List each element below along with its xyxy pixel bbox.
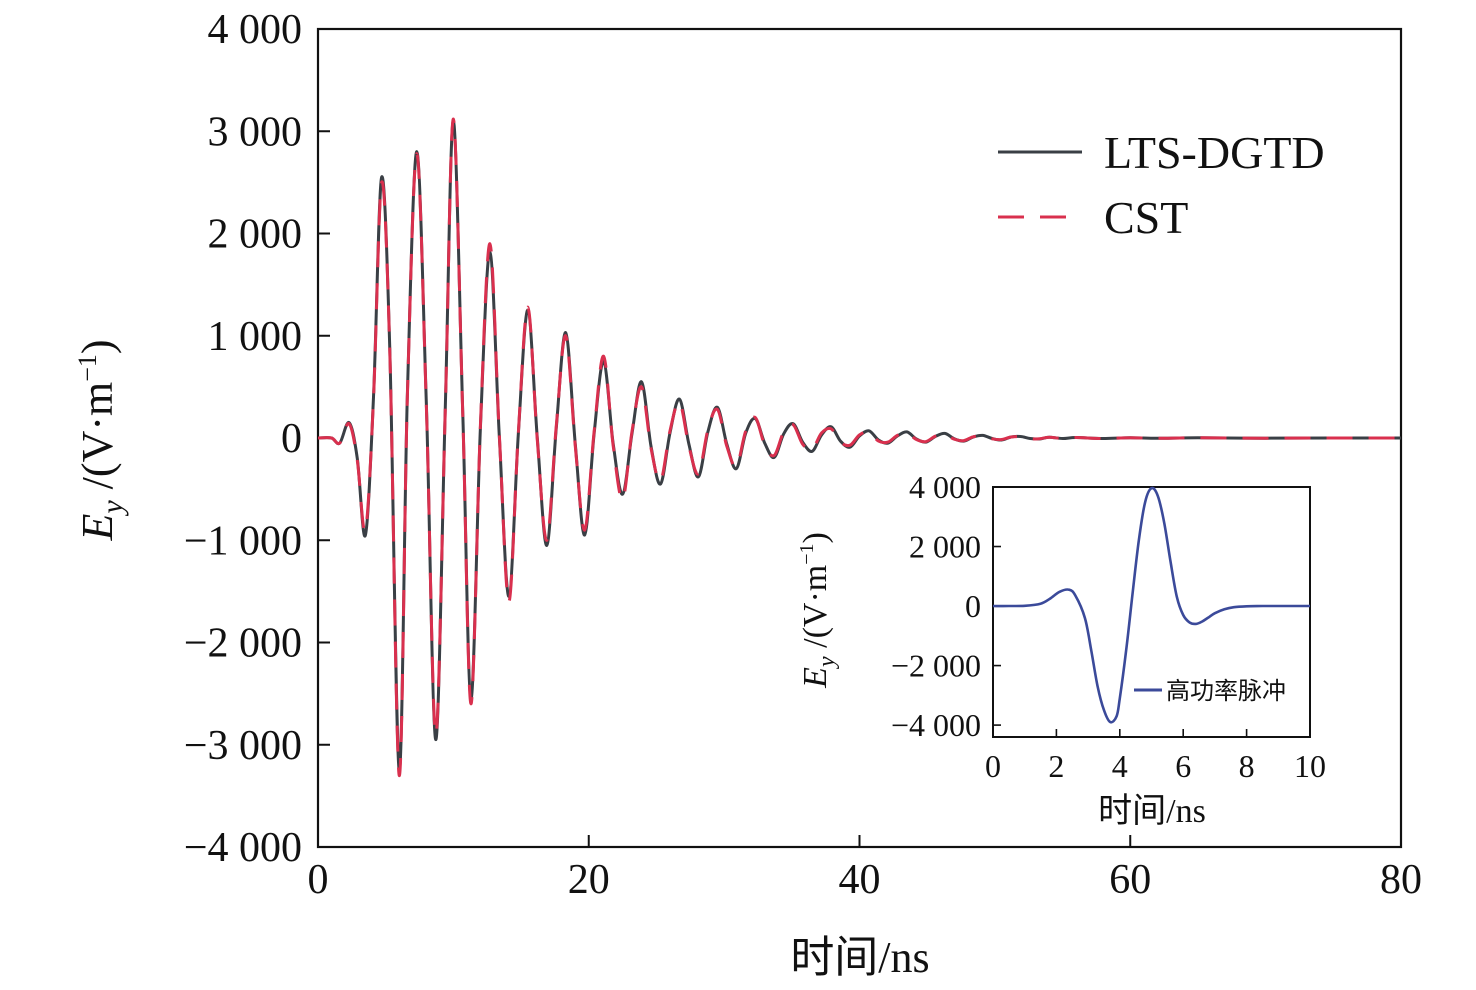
inset-y-axis-title-close: ) xyxy=(797,532,834,543)
main-y-axis-title-unit: /(V·m xyxy=(73,382,122,501)
main-x-tick-label: 80 xyxy=(1380,857,1422,903)
main-x-axis: 0 20 40 60 80 xyxy=(308,835,1422,903)
inset-y-tick-label: 0 xyxy=(965,588,981,624)
legend-label-cst: CST xyxy=(1104,192,1188,243)
inset-y-axis-title: Ey /(V·m−1) xyxy=(796,532,840,689)
main-y-tick-label: −3 000 xyxy=(184,723,302,769)
main-x-tick-label: 40 xyxy=(839,857,881,903)
inset-y-tick-label: 4 000 xyxy=(909,469,981,505)
main-series-line-cst xyxy=(317,117,1401,777)
main-y-tick-label: 4 000 xyxy=(208,7,303,53)
main-y-tick-label: 3 000 xyxy=(208,109,303,155)
inset-y-axis-title-sub: y xyxy=(814,656,840,669)
inset-legend-label: 高功率脉冲 xyxy=(1166,677,1286,705)
main-y-axis-title-close: ) xyxy=(73,339,122,354)
main-y-tick-label: 2 000 xyxy=(208,212,303,258)
inset-series-group xyxy=(992,486,1310,724)
main-y-axis-title-var: E xyxy=(73,514,122,542)
main-x-tick-label: 0 xyxy=(308,857,329,903)
inset-plot: 4 000 2 000 0 −2 000 −4 000 0 2 4 6 8 10 时间/ns Ey… xyxy=(796,469,1326,830)
main-x-axis-title: 时间/ns xyxy=(790,933,929,982)
main-y-tick-label: −2 000 xyxy=(184,621,302,667)
main-legend: LTS-DGTD CST xyxy=(998,127,1325,243)
inset-y-axis-title-unit: /(V·m xyxy=(797,565,834,657)
main-y-axis-title-sub: y xyxy=(96,500,129,517)
main-y-axis-title: Ey /(V·m−1) xyxy=(73,339,129,541)
inset-y-axis-title-var: E xyxy=(797,667,834,689)
inset-x-axis-title: 时间/ns xyxy=(1098,793,1206,830)
main-y-tick-label: 1 000 xyxy=(208,314,303,360)
inset-x-tick-label: 6 xyxy=(1175,748,1191,784)
inset-y-axis: 4 000 2 000 0 −2 000 −4 000 xyxy=(891,469,1001,743)
main-y-axis-title-sup: −1 xyxy=(73,354,102,382)
inset-y-tick-label: −2 000 xyxy=(891,648,981,684)
main-y-tick-label: 0 xyxy=(281,416,302,462)
main-x-tick-label: 60 xyxy=(1109,857,1151,903)
inset-y-axis-title-sup: −1 xyxy=(796,544,818,565)
main-y-axis: 4 000 3 000 2 000 1 000 0 −1 000 −2 000 −3 000 −… xyxy=(184,7,330,871)
inset-legend: 高功率脉冲 xyxy=(1134,677,1286,705)
legend-label-lts-dgtd: LTS-DGTD xyxy=(1104,127,1325,178)
inset-y-tick-label: 2 000 xyxy=(909,529,981,565)
inset-x-tick-label: 2 xyxy=(1048,748,1064,784)
inset-y-tick-label: −4 000 xyxy=(891,707,981,743)
inset-x-tick-label: 4 xyxy=(1112,748,1128,784)
main-series-group xyxy=(317,117,1401,777)
main-x-tick-label: 20 xyxy=(568,857,610,903)
inset-x-tick-label: 8 xyxy=(1239,748,1255,784)
inset-plot-background xyxy=(993,487,1310,737)
inset-series-line-pulse xyxy=(992,486,1310,724)
inset-x-tick-label: 10 xyxy=(1294,748,1326,784)
inset-x-axis: 0 2 4 6 8 10 xyxy=(985,729,1326,784)
main-y-tick-label: −1 000 xyxy=(184,518,302,564)
main-y-tick-label: −4 000 xyxy=(184,825,302,871)
inset-x-tick-label: 0 xyxy=(985,748,1001,784)
